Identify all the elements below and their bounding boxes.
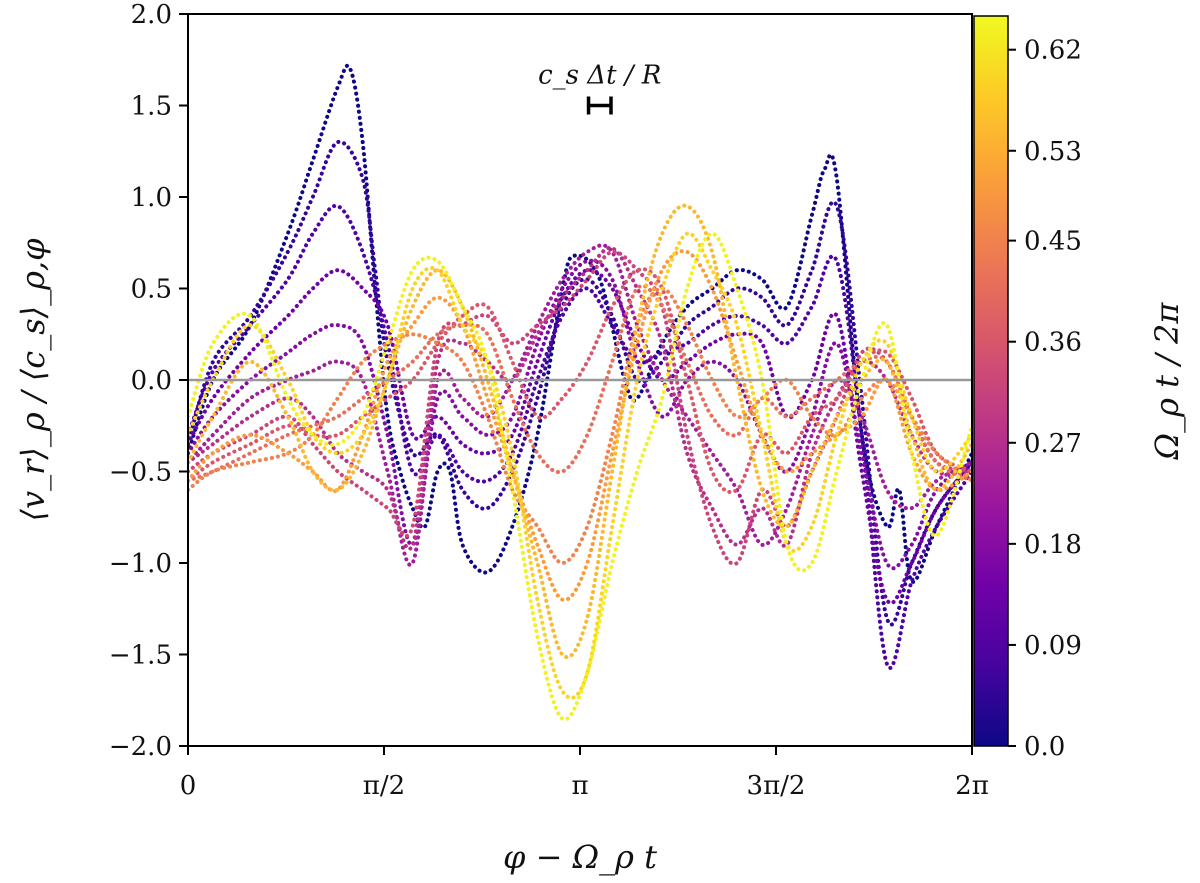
timestep-annotation: c_s Δt / R xyxy=(538,61,661,115)
colorbar-label: Ω_ρ t / 2π xyxy=(1148,302,1186,461)
x-tick-label: 3π/2 xyxy=(747,771,806,801)
colorbar-tick-label: 0.36 xyxy=(1024,328,1082,358)
colorbar-tick-label: 0.27 xyxy=(1024,429,1082,459)
y-axis-label: ⟨v_r⟩_ρ / ⟨c_s⟩_ρ,φ xyxy=(14,238,52,522)
series-line-4 xyxy=(188,258,972,571)
series-line-9 xyxy=(188,283,972,483)
y-tick-label: −0.5 xyxy=(109,458,172,488)
colorbar-tick-label: 0.18 xyxy=(1024,530,1082,560)
x-tick-label: 2π xyxy=(955,771,989,801)
series-line-6 xyxy=(188,245,972,551)
series-line-2 xyxy=(188,203,972,670)
series-line-12 xyxy=(188,203,972,659)
colorbar-tick-label: 0.62 xyxy=(1024,36,1082,66)
annotation-label: c_s Δt / R xyxy=(538,61,661,91)
x-axis-ticks: 0 π/2 π 3π/2 2π xyxy=(180,746,989,801)
x-tick-label: π xyxy=(571,771,588,801)
y-tick-label: 0.0 xyxy=(131,366,172,396)
series-line-13 xyxy=(188,231,972,700)
y-tick-label: −2.0 xyxy=(109,732,172,762)
x-axis-label: φ − Ω_ρ t xyxy=(503,838,657,876)
colorbar-tick-label: 0.0 xyxy=(1024,732,1065,762)
x-tick-label: 0 xyxy=(180,771,197,801)
colorbar-tick-label: 0.53 xyxy=(1024,137,1082,167)
y-tick-label: 0.5 xyxy=(131,275,172,305)
colorbar-ticks: 0.0 0.09 0.18 0.27 0.36 0.45 0.53 0.62 xyxy=(1008,36,1082,762)
y-tick-label: 2.0 xyxy=(131,0,172,30)
series-layer xyxy=(188,63,972,722)
colorbar-tick-label: 0.09 xyxy=(1024,631,1082,661)
series-line-14 xyxy=(188,231,972,722)
series-line-8 xyxy=(188,267,972,495)
y-tick-label: −1.5 xyxy=(109,641,172,671)
y-tick-label: 1.5 xyxy=(131,92,172,122)
y-tick-label: 1.0 xyxy=(131,183,172,213)
series-line-7 xyxy=(188,249,972,567)
y-axis-ticks: 2.0 1.5 1.0 0.5 0.0 −0.5 −1.0 −1.5 −2.0 xyxy=(109,0,188,762)
x-tick-label: π/2 xyxy=(363,771,405,801)
series-line-1 xyxy=(188,139,972,627)
y-tick-label: −1.0 xyxy=(109,549,172,579)
colorbar-tick-label: 0.45 xyxy=(1024,227,1082,257)
colorbar xyxy=(973,15,1009,747)
series-line-11 xyxy=(188,249,972,602)
annotation-errorbar xyxy=(586,96,613,115)
